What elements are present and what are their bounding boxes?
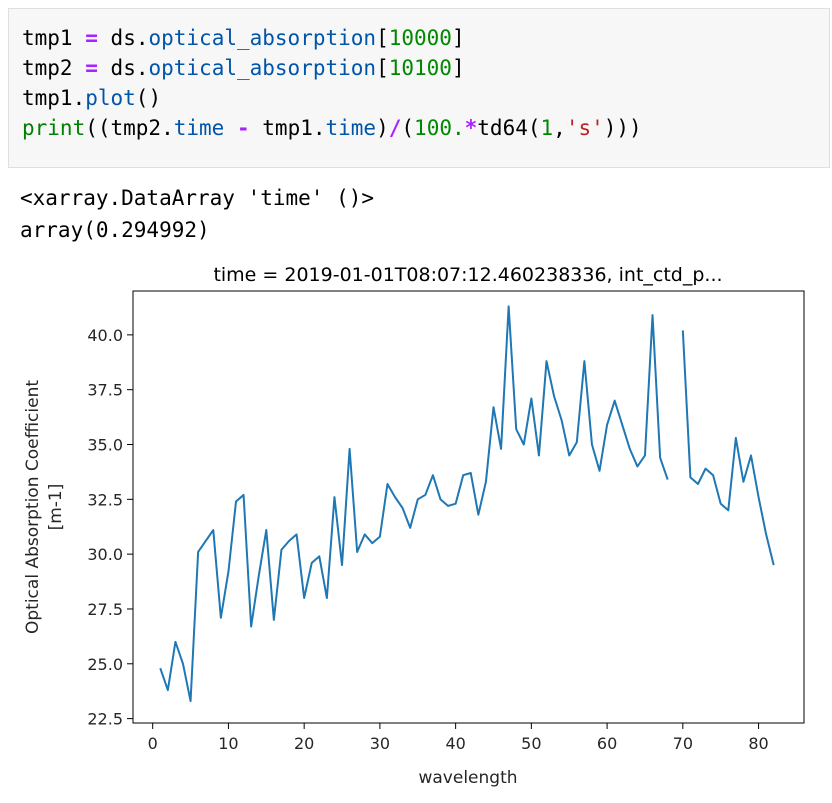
- y-tick-label: 35.0: [87, 436, 123, 455]
- line-chart: time = 2019-01-01T08:07:12.460238336, in…: [23, 264, 805, 788]
- y-tick-label: 37.5: [87, 381, 123, 400]
- series-layer: [159, 305, 775, 703]
- y-tick-label: 25.0: [87, 655, 123, 674]
- plot-frame: [132, 290, 805, 724]
- output-array: array(0.294992): [20, 218, 210, 242]
- x-tick-label: 10: [218, 734, 238, 753]
- code-line-4: print((tmp2.time - tmp1.time)/(100.*td64…: [22, 116, 642, 140]
- y-axis: 22.5 25.0 27.5 30.0 32.5 35.0 37.5 40.0: [87, 326, 133, 729]
- x-tick-label: 40: [445, 734, 465, 753]
- output-repr: <xarray.DataArray 'time' ()>: [20, 186, 375, 210]
- x-axis: 0 10 20 30 40 50 60 70 80: [148, 723, 769, 753]
- code-cell-input[interactable]: tmp1 = ds.optical_absorption[10000] tmp2…: [8, 8, 830, 168]
- x-tick-label: 60: [597, 734, 617, 753]
- x-tick-label: 50: [521, 734, 541, 753]
- y-tick-label: 30.0: [87, 545, 123, 564]
- code-line-3: tmp1.plot(): [22, 86, 162, 110]
- y-tick-label: 27.5: [87, 600, 123, 619]
- y-tick-label: 32.5: [87, 490, 123, 509]
- x-axis-label: wavelength: [418, 768, 517, 788]
- x-tick-label: 30: [370, 734, 390, 753]
- x-tick-label: 80: [748, 734, 768, 753]
- x-tick-label: 70: [673, 734, 693, 753]
- x-tick-label: 0: [148, 734, 158, 753]
- y-tick-label: 22.5: [87, 710, 123, 729]
- chart-title: time = 2019-01-01T08:07:12.460238336, in…: [213, 264, 722, 286]
- code-line-1: tmp1 = ds.optical_absorption[10000]: [22, 26, 465, 50]
- y-axis-label-line1: Optical Absorption Coefficient: [23, 380, 43, 634]
- x-tick-label: 20: [294, 734, 314, 753]
- series-line: [159, 305, 775, 703]
- code-line-2: tmp2 = ds.optical_absorption[10100]: [22, 56, 465, 80]
- y-tick-label: 40.0: [87, 326, 123, 345]
- y-axis-label-line2: [m-1]: [46, 484, 66, 531]
